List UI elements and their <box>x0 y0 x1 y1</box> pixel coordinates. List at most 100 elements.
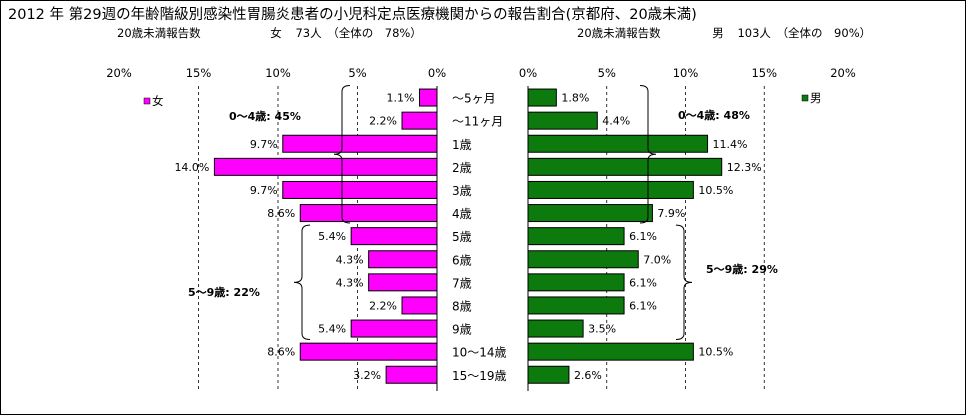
female-summary-share: （全体の 78%） <box>327 26 422 40</box>
female-value-label: 14.0% <box>174 161 209 174</box>
female-x-tick-label: 5% <box>348 66 366 80</box>
female-summary: 20歳未満報告数 女 73人 （全体の 78%） <box>117 25 424 41</box>
female-x-tick-label: 10% <box>265 66 291 80</box>
female-value-label: 8.6% <box>267 207 295 220</box>
female-x-tick-label: 0% <box>428 66 446 80</box>
female-value-label: 3.2% <box>353 369 381 382</box>
male-bar <box>527 319 584 338</box>
category-label: ～11ヶ月 <box>452 115 503 129</box>
male-summary-sex: 男 <box>712 26 724 40</box>
male-value-label: 6.1% <box>629 299 657 312</box>
male-x-tick-label: 10% <box>673 66 699 80</box>
male-x-tick-label: 15% <box>751 66 777 80</box>
female-summary-label: 20歳未満報告数 <box>117 26 201 40</box>
male-value-label: 12.3% <box>727 161 762 174</box>
male-x-tick-label: 20% <box>830 66 856 80</box>
female-bar <box>282 134 438 153</box>
male-bar <box>527 134 709 153</box>
category-label: 15～19歳 <box>452 369 507 383</box>
male-value-label: 2.6% <box>574 369 602 382</box>
male-x-tick-label: 0% <box>519 66 537 80</box>
female-value-label: 1.1% <box>387 92 415 105</box>
male-value-label: 7.0% <box>643 253 671 266</box>
female-value-label: 4.3% <box>336 276 364 289</box>
female-bar <box>401 111 438 130</box>
female-value-label: 9.7% <box>250 184 278 197</box>
category-label: 8歳 <box>452 299 472 313</box>
female-value-label: 5.4% <box>318 323 346 336</box>
female-value-label: 4.3% <box>336 253 364 266</box>
female-bar <box>368 273 438 292</box>
male-value-label: 6.1% <box>629 276 657 289</box>
category-label: ～5ヶ月 <box>452 92 496 106</box>
female-legend-swatch <box>143 97 151 105</box>
female-bar <box>385 365 438 384</box>
male-value-label: 10.5% <box>698 184 733 197</box>
male-annotation-5-9: 5～9歳: 29% <box>706 262 778 276</box>
male-summary-share: （全体の 90%） <box>776 26 872 40</box>
category-label: 5歳 <box>452 230 472 244</box>
male-bar <box>527 111 598 130</box>
male-value-label: 4.4% <box>602 115 630 128</box>
category-label: 10～14歳 <box>452 346 507 360</box>
female-bar <box>419 88 438 107</box>
male-bar <box>527 180 694 199</box>
male-brace-0-4 <box>639 85 657 224</box>
female-summary-sex: 女 <box>270 26 282 40</box>
male-bar <box>527 227 625 246</box>
female-bar <box>350 319 438 338</box>
male-value-label: 6.1% <box>629 230 657 243</box>
male-bar <box>527 273 625 292</box>
male-bar <box>527 342 694 361</box>
category-label: 4歳 <box>452 207 472 221</box>
male-value-label: 7.9% <box>657 207 685 220</box>
female-bar <box>299 342 438 361</box>
female-bar <box>401 296 438 315</box>
male-summary-count: 103人 <box>737 26 771 40</box>
female-annotation-5-9: 5～9歳: 22% <box>188 285 260 299</box>
male-brace-5-9 <box>675 224 693 341</box>
female-bar <box>282 180 438 199</box>
female-value-label: 2.2% <box>369 299 397 312</box>
male-value-label: 1.8% <box>561 92 589 105</box>
category-label: 2歳 <box>452 161 472 175</box>
female-value-label: 2.2% <box>369 115 397 128</box>
male-value-label: 11.4% <box>713 138 748 151</box>
female-legend-label: 女 <box>152 94 164 108</box>
male-value-label: 3.5% <box>588 323 616 336</box>
male-bar <box>527 88 557 107</box>
chart-title: 2012 年 第29週の年齢階級別感染性胃腸炎患者の小児科定点医療機関からの報告… <box>8 7 697 23</box>
female-bar <box>213 157 438 176</box>
male-summary-label: 20歳未満報告数 <box>577 26 661 40</box>
category-label: 9歳 <box>452 323 472 337</box>
male-bar <box>527 296 625 315</box>
female-brace-0-4 <box>333 85 351 224</box>
male-legend-label: 男 <box>810 91 822 105</box>
male-x-tick-label: 5% <box>598 66 616 80</box>
female-bar <box>350 227 438 246</box>
male-legend-swatch <box>801 94 809 102</box>
female-annotation-0-4: 0～4歳: 45% <box>229 109 301 123</box>
male-bar <box>527 365 570 384</box>
male-bar <box>527 157 723 176</box>
male-value-label: 10.5% <box>698 346 733 359</box>
female-brace-5-9 <box>293 224 311 341</box>
category-label: 6歳 <box>452 253 472 267</box>
female-value-label: 5.4% <box>318 230 346 243</box>
male-bar <box>527 250 639 269</box>
female-x-tick-label: 20% <box>106 66 132 80</box>
female-summary-count: 73人 <box>295 26 322 40</box>
female-bar <box>368 250 438 269</box>
category-label: 7歳 <box>452 276 472 290</box>
category-label: 3歳 <box>452 184 472 198</box>
male-bar <box>527 204 653 223</box>
male-annotation-0-4: 0～4歳: 48% <box>678 108 750 122</box>
female-x-tick-label: 15% <box>186 66 212 80</box>
category-label: 1歳 <box>452 138 472 152</box>
female-bar <box>299 204 438 223</box>
female-value-label: 8.6% <box>267 346 295 359</box>
male-summary: 20歳未満報告数 男 103人 （全体の 90%） <box>577 25 873 41</box>
female-value-label: 9.7% <box>250 138 278 151</box>
